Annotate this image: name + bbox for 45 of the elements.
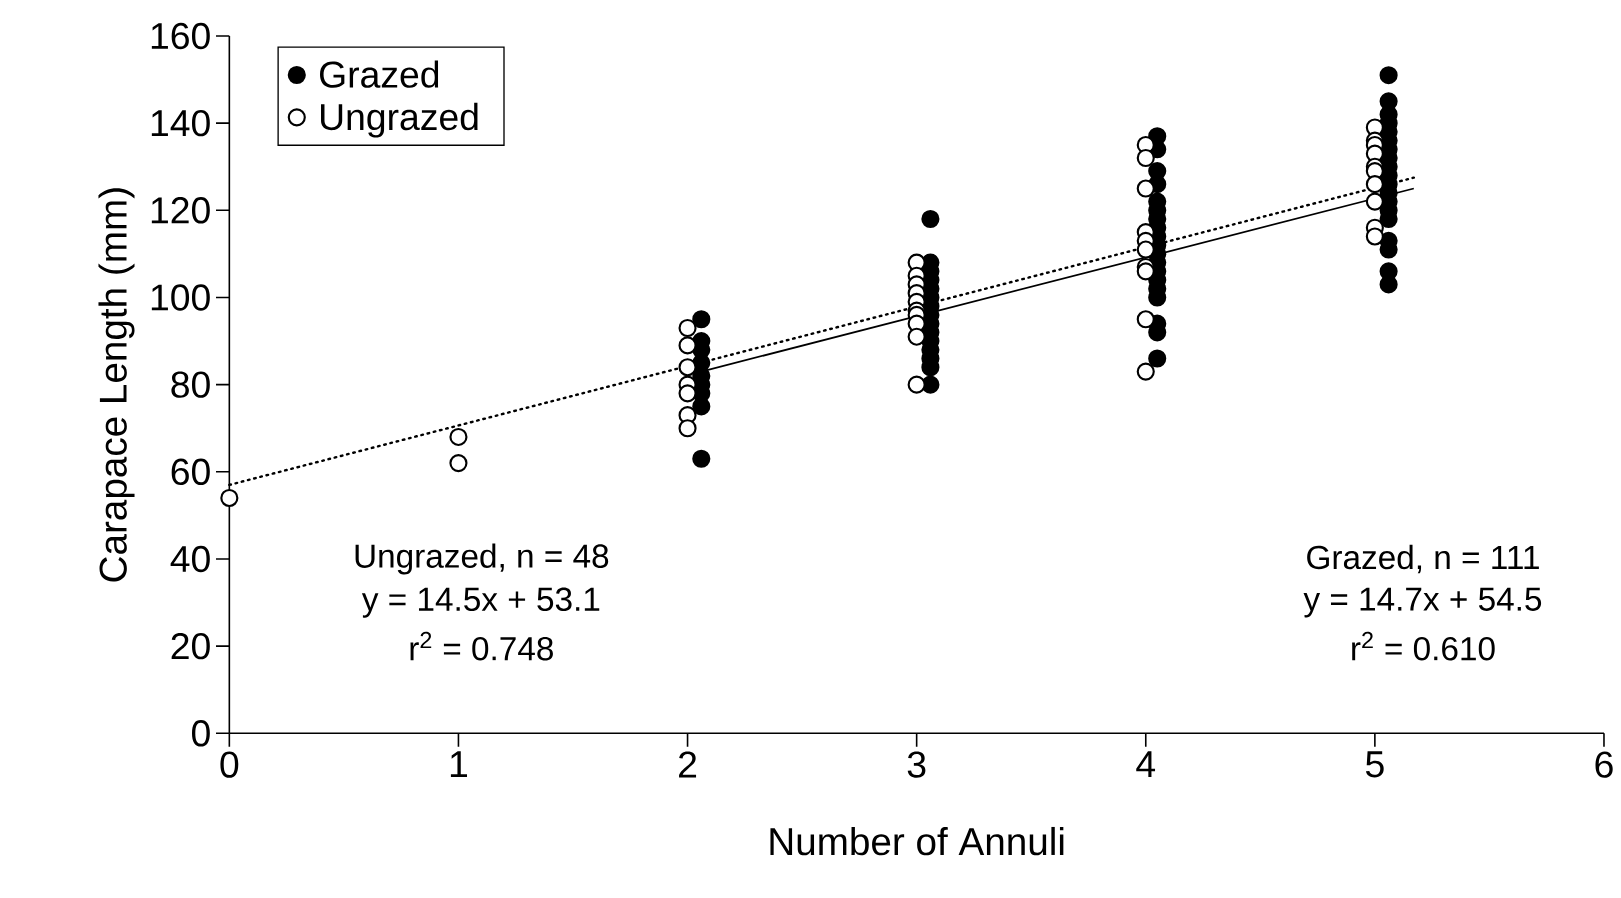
y-tick-label: 100 [151, 284, 210, 311]
point [678, 318, 697, 338]
annotation: Ungrazed, n = 48 [355, 543, 609, 575]
y-tick-label: 0 [192, 720, 210, 747]
point [1136, 240, 1155, 259]
point [1365, 175, 1384, 194]
x-tick-label: 5 [1365, 751, 1384, 778]
point [907, 327, 926, 346]
y-tick-label: 120 [151, 197, 210, 224]
x-tick-label: 4 [1136, 751, 1156, 778]
point [220, 488, 239, 508]
point [1136, 179, 1155, 198]
x-tick-label: 3 [907, 751, 926, 778]
point [907, 375, 926, 394]
y-tick-label: 80 [171, 371, 210, 398]
point [678, 384, 697, 403]
annotation: y = 14.7x + 54.5 [1303, 587, 1542, 618]
y-tick-label: 40 [170, 545, 210, 573]
y-tick-label: 160 [151, 22, 210, 50]
annotation: Grazed, n = 111 [1307, 544, 1539, 574]
point [1136, 362, 1155, 381]
annotation: r$^{2}$ = 0.748 [410, 631, 553, 661]
annotation: y = 14.5x + 53.1 [361, 587, 600, 618]
y-tick-label: 60 [171, 458, 210, 486]
x-tick-label: 2 [679, 751, 697, 778]
y-tick-label: 140 [151, 109, 210, 137]
y-axis-title: Carapace Length (mm) [98, 188, 135, 582]
legend-label: Grazed [320, 60, 439, 88]
point [1365, 192, 1384, 211]
point [1365, 227, 1384, 246]
point [678, 336, 697, 355]
point [678, 358, 697, 377]
annotation: r$^{2}$ = 0.610 [1352, 631, 1495, 661]
point [449, 427, 468, 447]
point [678, 419, 697, 438]
x-tick-label: 6 [1595, 751, 1613, 778]
y-tick-label: 20 [171, 632, 210, 660]
x-tick-label: 0 [220, 751, 239, 778]
x-axis-title: Number of Annuli [770, 826, 1064, 856]
x-tick-label: 1 [450, 751, 468, 778]
point [1136, 310, 1155, 329]
legend-label: Ungrazed [321, 102, 478, 138]
point [449, 454, 468, 473]
point [1136, 148, 1155, 168]
point [1136, 262, 1155, 281]
